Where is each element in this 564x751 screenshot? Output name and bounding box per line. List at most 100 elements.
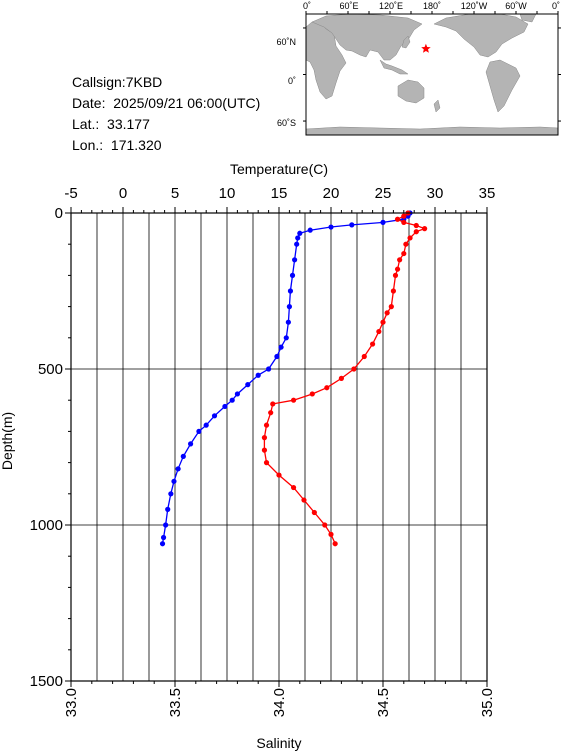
land-southeast-asia xyxy=(379,59,409,75)
map-lon-label-120e: 120˚E xyxy=(379,1,403,11)
salinity-point xyxy=(390,288,396,294)
map-lon-label-360: 0˚ xyxy=(552,1,560,11)
salinity-point xyxy=(401,250,407,257)
land-australia xyxy=(397,79,425,104)
temperature-point xyxy=(171,478,177,484)
salinity-series xyxy=(261,210,428,547)
salinity-point xyxy=(370,341,376,347)
salinity-tick-labels: 33.0 33.5 34.0 34.5 35.0 xyxy=(63,688,496,717)
temperature-point xyxy=(168,491,174,497)
salinity-point xyxy=(311,509,317,516)
salinity-point xyxy=(322,522,328,528)
temperature-point xyxy=(159,541,166,547)
temperature-point xyxy=(292,257,298,263)
temperature-point xyxy=(180,453,186,459)
longitude-label: Lon.: xyxy=(72,137,104,153)
world-map-inset: 0˚ 60˚E 120˚E 180˚ 120˚W 60˚W 0˚ 60˚N 0˚… xyxy=(276,1,561,136)
grid-vertical xyxy=(96,213,462,681)
temperature-point xyxy=(211,413,218,419)
temperature-point xyxy=(295,235,301,241)
temperature-tick-label: 25 xyxy=(375,185,392,202)
salinity-point xyxy=(338,375,344,381)
x-top-axis-title: Temperature(C) xyxy=(230,161,328,177)
land-japan xyxy=(401,35,411,49)
salinity-point xyxy=(422,226,428,232)
salinity-point xyxy=(407,235,413,241)
temperature-point xyxy=(255,372,261,378)
salinity-point xyxy=(413,222,419,229)
temperature-point xyxy=(289,272,296,278)
temperature-point xyxy=(234,391,240,397)
plot-frame xyxy=(70,212,488,682)
salinity-point xyxy=(301,497,307,503)
depth-tick-label: 1000 xyxy=(30,517,63,534)
temperature-series xyxy=(159,210,413,547)
temperature-tick-label: 20 xyxy=(323,185,340,202)
station-info: Callsign:7KBD Date: 2025/09/21 06:00(UTC… xyxy=(72,72,260,156)
latitude-label: Lat.: xyxy=(72,116,100,132)
salinity-point xyxy=(392,272,399,278)
temperature-point xyxy=(160,534,167,541)
depth-tick-label: 0 xyxy=(55,205,63,222)
grid-horizontal xyxy=(71,368,487,526)
map-lon-labels: 0˚ 60˚E 120˚E 180˚ 120˚W 60˚W 0˚ xyxy=(303,1,560,11)
map-lon-label-180: 180˚ xyxy=(423,1,441,11)
temperature-point xyxy=(297,230,303,236)
temperature-tick-label: -5 xyxy=(64,185,77,202)
temperature-tick-label: 35 xyxy=(479,185,496,202)
salinity-point xyxy=(290,397,297,403)
temperature-point xyxy=(163,522,169,528)
salinity-point xyxy=(388,304,394,310)
salinity-point xyxy=(290,484,297,491)
temperature-point xyxy=(285,319,291,325)
depth-tick-label: 1500 xyxy=(30,673,63,690)
depth-tick-label: 500 xyxy=(38,361,63,378)
salinity-point xyxy=(361,353,367,360)
temperature-point xyxy=(196,428,202,434)
temperature-point xyxy=(175,466,181,472)
temperature-tick-label: 5 xyxy=(171,185,179,202)
temperature-point xyxy=(245,382,251,388)
salinity-point xyxy=(394,216,401,222)
salinity-point xyxy=(397,257,403,263)
salinity-point xyxy=(384,310,390,316)
latitude-row: Lat.: 33.177 xyxy=(72,114,260,135)
land-eurasia xyxy=(311,13,423,61)
land-antarctica xyxy=(305,126,559,136)
y-axis-title: Depth(m) xyxy=(0,412,15,470)
salinity-point xyxy=(401,219,407,225)
temperature-point xyxy=(229,397,235,403)
profile-plot: -5 0 5 10 15 20 25 30 35 33.0 33.5 34.0 34.5 35.0 05… xyxy=(0,161,496,751)
salinity-point xyxy=(394,266,401,272)
temperature-tick-label: 15 xyxy=(271,185,288,202)
map-lon-label-60e: 60˚E xyxy=(339,1,358,11)
salinity-point xyxy=(413,229,419,235)
temperature-point xyxy=(222,403,228,410)
temperature-point xyxy=(286,304,292,310)
salinity-point xyxy=(401,213,407,219)
salinity-point xyxy=(270,401,276,407)
salinity-point xyxy=(328,531,334,537)
salinity-point xyxy=(261,447,268,453)
temperature-point xyxy=(203,422,209,428)
temperature-tick-label: 10 xyxy=(219,185,236,202)
map-land xyxy=(305,13,559,136)
temperature-tick-label: 30 xyxy=(427,185,444,202)
salinity-point xyxy=(263,422,270,428)
salinity-point xyxy=(332,541,338,547)
temperature-point xyxy=(349,222,355,228)
map-ticks xyxy=(303,11,561,122)
longitude-row: Lon.: 171.320 xyxy=(72,135,260,156)
land-south-america xyxy=(485,59,521,113)
temperature-point xyxy=(278,344,284,350)
x-bottom-axis-title: Salinity xyxy=(256,735,301,751)
temperature-point xyxy=(266,366,272,372)
temperature-point xyxy=(165,506,171,512)
salinity-point xyxy=(376,328,382,335)
temperature-tick-label: 0 xyxy=(119,185,127,202)
land-new-zealand xyxy=(433,99,441,113)
temperature-point xyxy=(283,335,289,341)
temperature-point xyxy=(287,288,294,294)
map-lat-label-eq: 0˚ xyxy=(288,76,296,86)
